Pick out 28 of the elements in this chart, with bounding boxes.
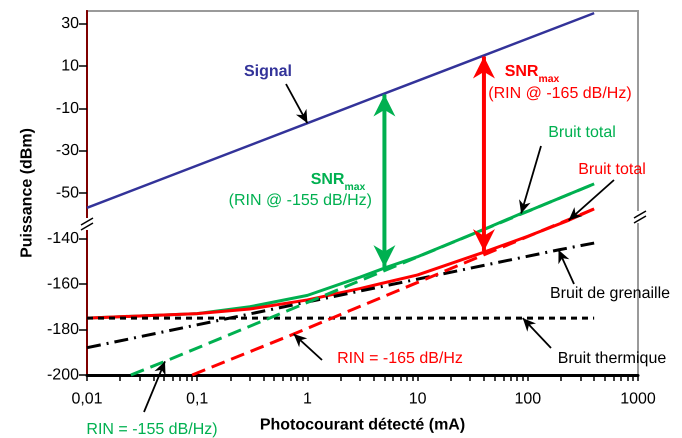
y-tick-label: -160 bbox=[46, 276, 80, 292]
x-tick-label: 0,01 bbox=[71, 390, 103, 408]
y2-tick-label: 30 bbox=[61, 15, 80, 32]
y2-tick-label: -50 bbox=[56, 184, 80, 202]
y2-tick-label: -10 bbox=[56, 100, 80, 117]
annotation: Bruit de grenaille bbox=[550, 285, 670, 302]
annotation: SNR$_{max}$ bbox=[504, 63, 560, 84]
x-tick-label: 100 bbox=[514, 390, 542, 408]
x-tick-label: 0,1 bbox=[186, 390, 208, 408]
y2-tick-label: -30 bbox=[56, 142, 80, 160]
annotation: Bruit total bbox=[548, 124, 616, 141]
x-tick-label: 1000 bbox=[620, 390, 656, 408]
annotation: (RIN @ -165 dB/Hz) bbox=[488, 85, 632, 102]
x-tick-label: 1 bbox=[302, 390, 312, 408]
annotation: SNR$_{max}$ bbox=[310, 171, 366, 192]
annotation: Signal bbox=[244, 63, 292, 80]
annotation: (RIN @ -155 dB/Hz) bbox=[228, 192, 372, 209]
annotation: RIN = -165 dB/Hz bbox=[337, 350, 463, 367]
y-tick-label: -180 bbox=[46, 321, 80, 338]
annotation: Bruit total bbox=[578, 161, 646, 178]
annotation: RIN = -155 dB/Hz) bbox=[86, 421, 218, 438]
annotation: Bruit thermique bbox=[558, 350, 666, 367]
x-tick-label: 10 bbox=[408, 390, 427, 408]
y-tick-label: -140 bbox=[46, 230, 80, 247]
y-tick-label: -200 bbox=[46, 366, 80, 384]
y-axis-title: Puissance (dBm) bbox=[18, 128, 36, 258]
x-axis-title: Photocourant détecté (mA) bbox=[260, 416, 466, 434]
y2-tick-label: 10 bbox=[61, 58, 80, 75]
